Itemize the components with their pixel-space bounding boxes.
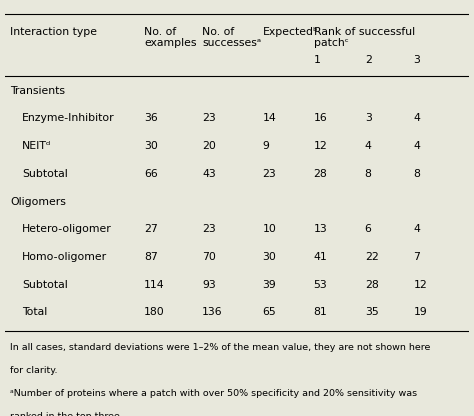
Text: 6: 6: [365, 224, 372, 234]
Text: ᵃNumber of proteins where a patch with over 50% specificity and 20% sensitivity : ᵃNumber of proteins where a patch with o…: [10, 389, 418, 398]
Text: Interaction type: Interaction type: [10, 27, 97, 37]
Text: Hetero-oligomer: Hetero-oligomer: [22, 224, 112, 234]
Text: 8: 8: [365, 169, 372, 179]
Text: 1: 1: [314, 55, 320, 65]
Text: 4: 4: [413, 114, 420, 124]
Text: 12: 12: [314, 141, 328, 151]
Text: 3: 3: [365, 114, 372, 124]
Text: Expectedᵇ: Expectedᵇ: [263, 27, 318, 37]
Text: 66: 66: [144, 169, 158, 179]
Text: 136: 136: [202, 307, 223, 317]
Text: 30: 30: [144, 141, 158, 151]
Text: 93: 93: [202, 280, 216, 290]
Text: 28: 28: [365, 280, 379, 290]
Text: Total: Total: [22, 307, 47, 317]
Text: Homo-oligomer: Homo-oligomer: [22, 252, 107, 262]
Text: 7: 7: [413, 252, 420, 262]
Text: 30: 30: [263, 252, 276, 262]
Text: 70: 70: [202, 252, 216, 262]
Text: for clarity.: for clarity.: [10, 366, 58, 375]
Text: 9: 9: [263, 141, 269, 151]
Text: Subtotal: Subtotal: [22, 280, 68, 290]
Text: Subtotal: Subtotal: [22, 169, 68, 179]
Text: 180: 180: [144, 307, 165, 317]
Text: 3: 3: [413, 55, 420, 65]
Text: 22: 22: [365, 252, 379, 262]
Text: 65: 65: [263, 307, 276, 317]
Text: 87: 87: [144, 252, 158, 262]
Text: 23: 23: [202, 114, 216, 124]
Text: 53: 53: [314, 280, 328, 290]
Text: 81: 81: [314, 307, 328, 317]
Text: 28: 28: [314, 169, 328, 179]
Text: 4: 4: [413, 224, 420, 234]
Text: NEITᵈ: NEITᵈ: [22, 141, 51, 151]
Text: 8: 8: [413, 169, 420, 179]
Text: 2: 2: [365, 55, 372, 65]
Text: 16: 16: [314, 114, 328, 124]
Text: 35: 35: [365, 307, 379, 317]
Text: No. of
examples: No. of examples: [144, 27, 197, 48]
Text: 39: 39: [263, 280, 276, 290]
Text: 13: 13: [314, 224, 328, 234]
Text: 27: 27: [144, 224, 158, 234]
Text: No. of
successesᵃ: No. of successesᵃ: [202, 27, 261, 48]
Text: 4: 4: [413, 141, 420, 151]
Text: 36: 36: [144, 114, 158, 124]
Text: Enzyme-Inhibitor: Enzyme-Inhibitor: [22, 114, 115, 124]
Text: 19: 19: [413, 307, 427, 317]
Text: 12: 12: [413, 280, 427, 290]
Text: 4: 4: [365, 141, 372, 151]
Text: Transients: Transients: [10, 86, 65, 96]
Text: 41: 41: [314, 252, 328, 262]
Text: 114: 114: [144, 280, 165, 290]
Text: 14: 14: [263, 114, 276, 124]
Text: 20: 20: [202, 141, 216, 151]
Text: 23: 23: [202, 224, 216, 234]
Text: In all cases, standard deviations were 1–2% of the mean value, they are not show: In all cases, standard deviations were 1…: [10, 342, 431, 352]
Text: Oligomers: Oligomers: [10, 197, 66, 207]
Text: ranked in the top three.: ranked in the top three.: [10, 412, 123, 416]
Text: 10: 10: [263, 224, 276, 234]
Text: 23: 23: [263, 169, 276, 179]
Text: 43: 43: [202, 169, 216, 179]
Text: Rank of successful
patchᶜ: Rank of successful patchᶜ: [314, 27, 415, 48]
